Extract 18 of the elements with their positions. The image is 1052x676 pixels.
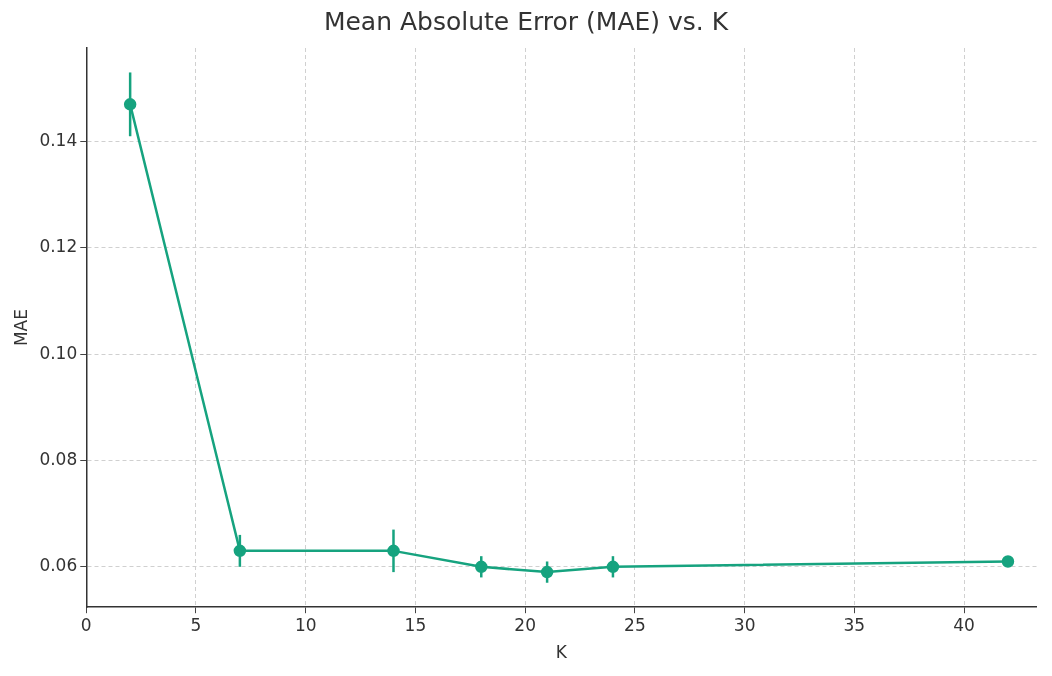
x-tick-label: 5 — [190, 614, 202, 635]
x-tick-label: 10 — [294, 614, 317, 635]
x-tick-label: 20 — [514, 614, 536, 635]
y-axis-title: MAE — [10, 309, 31, 347]
x-tick-label: 15 — [404, 614, 427, 635]
chart-title: Mean Absolute Error (MAE) vs. K — [323, 6, 729, 36]
y-tick-label: 0.12 — [39, 236, 78, 257]
y-tick-label: 0.06 — [39, 555, 78, 576]
x-axis-title: K — [555, 642, 568, 663]
y-tick-label: 0.14 — [39, 129, 78, 150]
y-tick-label: 0.08 — [39, 448, 78, 469]
x-tick-label: 30 — [733, 614, 756, 635]
x-tick-label: 25 — [624, 614, 646, 635]
x-tick-label: 35 — [843, 614, 866, 635]
point — [1001, 555, 1015, 568]
x-tick-label: 40 — [953, 614, 975, 635]
x-tick-label: 0 — [80, 614, 92, 635]
y-tick-label: 0.10 — [39, 342, 78, 363]
